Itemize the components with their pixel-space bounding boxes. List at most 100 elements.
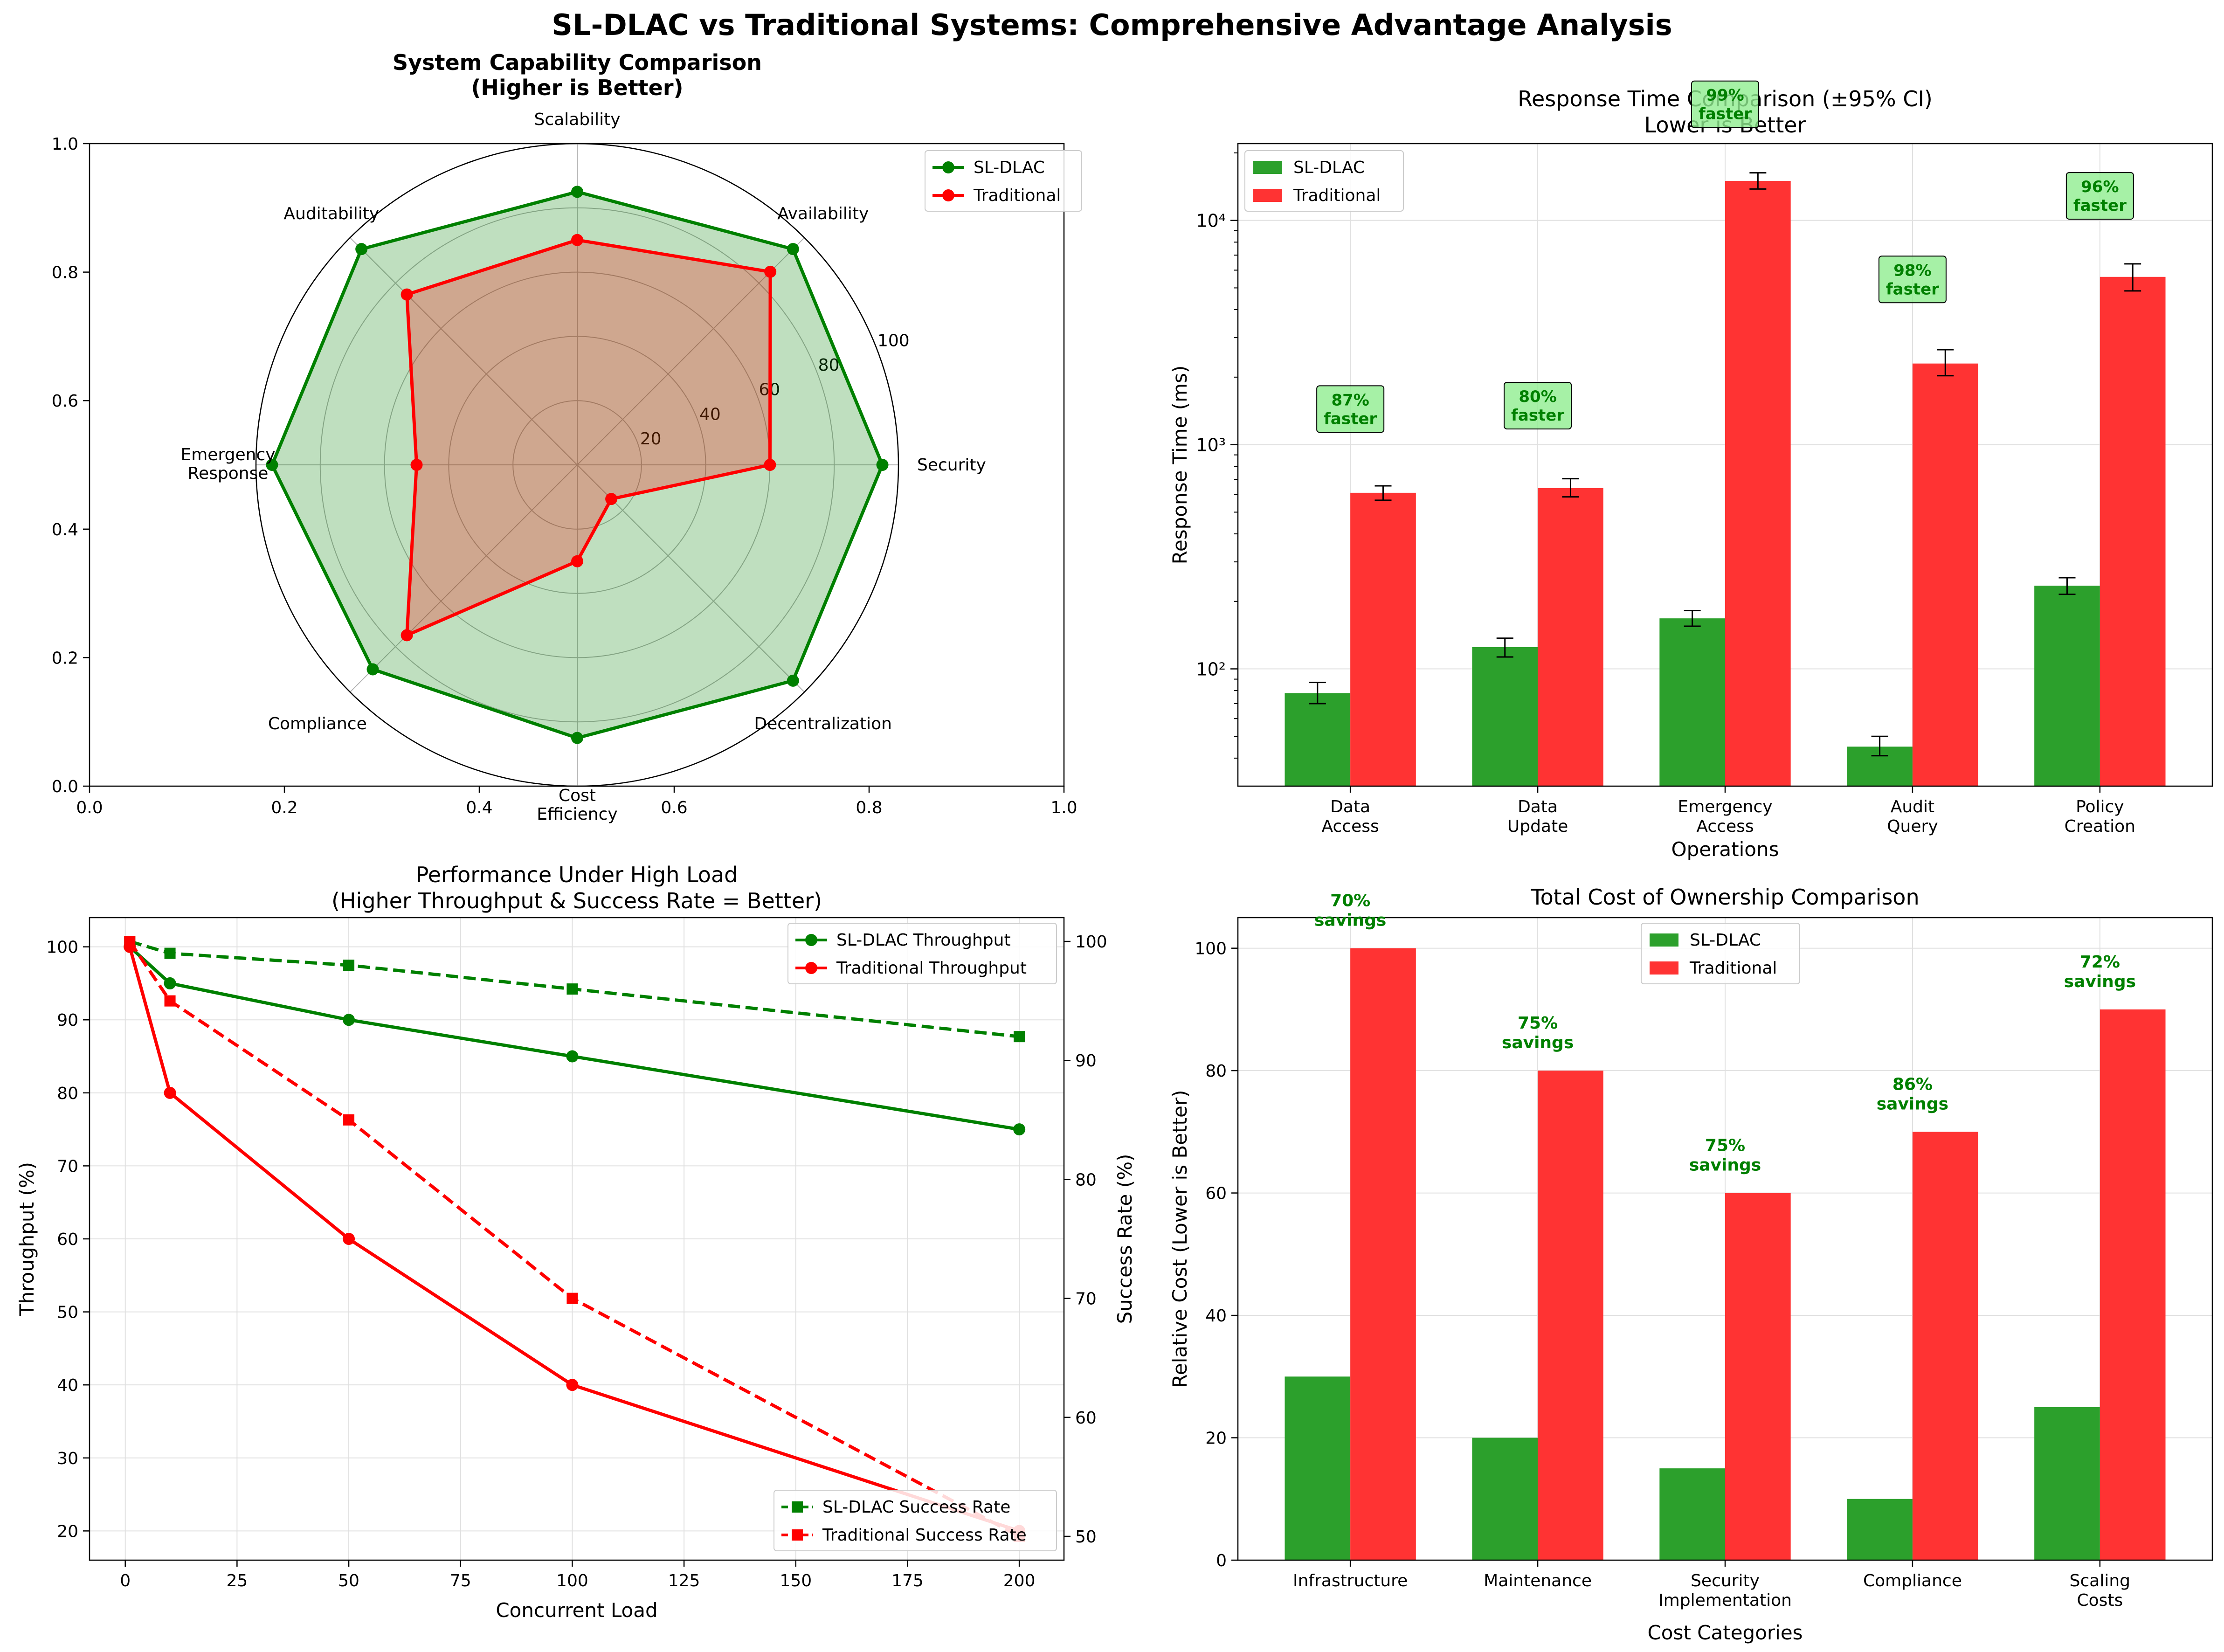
load-point — [1014, 1031, 1025, 1043]
load-legend-success-marker — [792, 1501, 803, 1513]
radar-radial-tick-label: 80 — [818, 356, 840, 375]
cost-x-tick-label-line: Costs — [2077, 1591, 2123, 1610]
cost-annotation-line: savings — [2064, 972, 2136, 991]
load-x-tick-label: 175 — [891, 1571, 924, 1590]
cost-bar — [1350, 948, 1416, 1560]
load-legend-success-marker — [792, 1529, 803, 1541]
radar-axis-label: Decentralization — [754, 714, 892, 733]
radar-legend-label: Traditional — [973, 186, 1061, 205]
load-point — [343, 960, 355, 971]
radar-radial-tick-label: 100 — [877, 331, 910, 350]
cost-legend-swatch — [1650, 961, 1678, 975]
response-annotation: 98% faster — [1886, 261, 1939, 298]
cost-y-tick-label: 20 — [1205, 1429, 1227, 1448]
load-y-tick-label: 60 — [57, 1230, 78, 1249]
radar-point — [571, 555, 583, 567]
radar-axis-label: Emergency Response — [180, 445, 275, 483]
load-x-tick-label: 50 — [338, 1571, 359, 1590]
radar-radial-tick-label: 40 — [699, 405, 721, 424]
response-annotation-line: 80% — [1519, 387, 1556, 406]
radar-spoke — [350, 464, 578, 692]
load-x-tick-label: 100 — [556, 1571, 588, 1590]
load-point — [343, 1014, 355, 1026]
load-point — [1013, 1123, 1026, 1136]
load-performance-chart: Performance Under High Load (Higher Throu… — [15, 862, 1136, 1622]
response-x-tick-label: Emergency Access — [1678, 797, 1772, 836]
radar-y-tick-label: 0.8 — [52, 263, 78, 283]
cost-annotation-line: savings — [1502, 1033, 1574, 1052]
radar-x-tick-label: 1.0 — [1050, 798, 1077, 817]
load-point — [343, 1114, 355, 1126]
cost-x-tick-label-line: Implementation — [1658, 1591, 1792, 1610]
response-legend-label: Traditional — [1293, 186, 1381, 205]
cost-y-tick-label: 100 — [1195, 940, 1227, 959]
cost-annotation-line: savings — [1877, 1094, 1948, 1113]
cost-annotation-line: savings — [1689, 1156, 1761, 1175]
load-y-right-tick-label: 80 — [1075, 1170, 1097, 1189]
load-y-tick-label: 40 — [57, 1376, 78, 1395]
response-x-label: Operations — [1671, 838, 1779, 861]
cost-x-tick-label: Security Implementation — [1658, 1571, 1792, 1610]
cost-y-tick-label: 0 — [1216, 1551, 1227, 1570]
response-x-tick-label-line: Query — [1887, 817, 1938, 836]
load-point — [164, 947, 176, 959]
radar-point — [571, 732, 583, 744]
response-x-tick-label-line: Update — [1507, 817, 1568, 836]
response-bar — [2034, 586, 2100, 786]
cost-annotation-line: 72% — [2080, 953, 2120, 972]
load-point — [164, 995, 176, 1007]
cost-bar — [2034, 1407, 2100, 1560]
cost-x-tick-label: Scaling Costs — [2070, 1571, 2130, 1610]
cost-y-tick-label: 40 — [1205, 1306, 1227, 1326]
radar-x-tick-label: 0.8 — [856, 798, 882, 817]
load-point — [164, 977, 176, 989]
radar-point — [410, 459, 423, 471]
radar-legend-marker — [942, 161, 954, 173]
response-annotation-line: 96% — [2081, 178, 2119, 196]
response-annotation-line: 99% — [1706, 86, 1744, 105]
response-y-tick-label: 10² — [1196, 659, 1226, 680]
radar-point — [401, 629, 413, 642]
load-legend-throughput-label: SL-DLAC Throughput — [836, 931, 1011, 950]
load-point — [566, 983, 578, 995]
cost-x-tick-label: Maintenance — [1484, 1571, 1592, 1590]
response-annotation-box — [1316, 385, 1385, 433]
radar-point — [787, 674, 799, 687]
radar-axis-label-line: Efficiency — [537, 805, 617, 824]
cost-y-tick-label: 80 — [1205, 1062, 1227, 1081]
response-annotation-box — [1878, 256, 1947, 304]
radar-point — [401, 288, 413, 301]
load-y-tick-label: 20 — [57, 1522, 78, 1541]
response-bar — [1659, 618, 1725, 786]
response-legend-swatch — [1253, 161, 1282, 174]
radar-axis-label-line: Emergency — [180, 445, 275, 464]
response-x-tick-label-line: Creation — [2065, 817, 2135, 836]
response-x-tick-label: Policy Creation — [2065, 797, 2135, 836]
radar-point — [876, 459, 889, 471]
response-annotation: 99% faster — [1699, 86, 1752, 124]
response-legend-swatch — [1253, 189, 1282, 202]
response-x-tick-label-line: Emergency — [1678, 797, 1772, 816]
radar-point — [571, 234, 583, 246]
load-legend-throughput-marker — [805, 934, 817, 946]
response-annotation-line: faster — [1699, 105, 1752, 124]
response-y-tick-label: 10³ — [1196, 435, 1226, 456]
cost-x-tick-label-line: Scaling — [2070, 1571, 2130, 1590]
cost-x-tick-label-line: Security — [1691, 1571, 1760, 1590]
radar-x-tick-label: 0.6 — [661, 798, 687, 817]
response-bar — [1538, 488, 1603, 786]
cost-y-tick-label: 60 — [1205, 1184, 1227, 1203]
cost-y-label: Relative Cost (Lower is Better) — [1168, 1090, 1191, 1388]
radar-point — [266, 459, 278, 471]
response-annotation: 80% faster — [1511, 387, 1564, 425]
radar-axis-label: Scalability — [534, 110, 620, 129]
load-y-tick-label: 90 — [57, 1011, 78, 1030]
radar-series-fill — [272, 192, 883, 738]
load-legend-throughput-marker — [805, 962, 817, 974]
response-annotation-line: faster — [2073, 196, 2127, 215]
load-x-tick-label: 150 — [780, 1571, 812, 1590]
load-y-right-tick-label: 60 — [1075, 1409, 1097, 1428]
cost-x-label: Cost Categories — [1647, 1621, 1803, 1644]
cost-legend-swatch — [1650, 933, 1678, 947]
load-y-right-tick-label: 70 — [1075, 1290, 1097, 1309]
